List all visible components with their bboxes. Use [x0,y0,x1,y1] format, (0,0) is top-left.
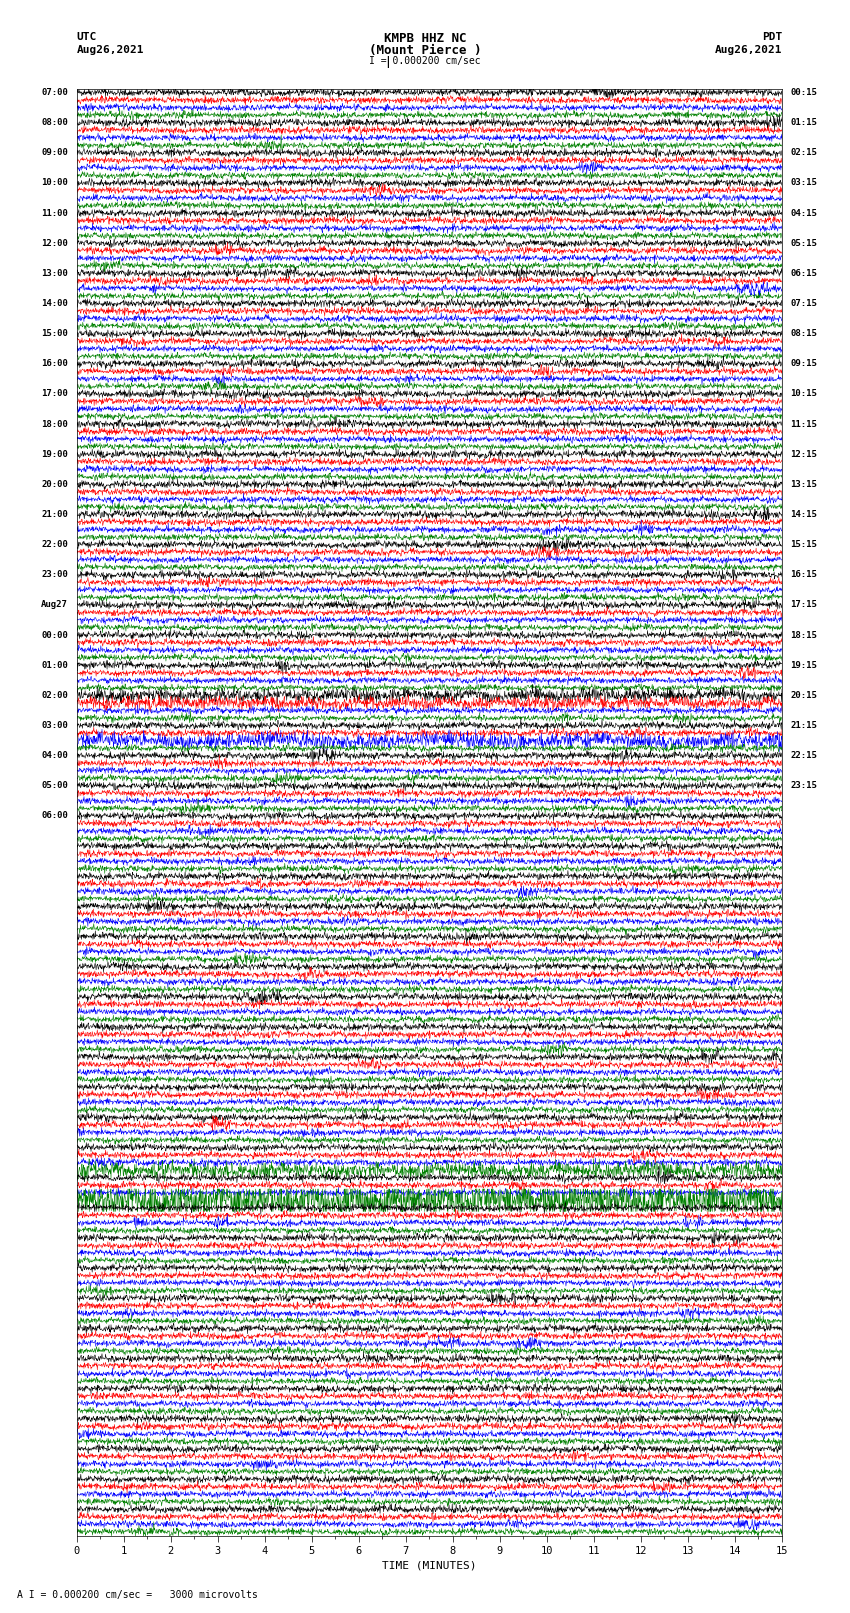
Text: 23:15: 23:15 [790,781,818,790]
Text: 01:00: 01:00 [41,661,68,669]
Text: 07:00: 07:00 [41,89,68,97]
Text: 05:15: 05:15 [790,239,818,248]
Text: I = 0.000200 cm/sec: I = 0.000200 cm/sec [369,56,481,66]
Text: 00:15: 00:15 [790,89,818,97]
Text: 12:00: 12:00 [41,239,68,248]
Text: PDT: PDT [762,32,782,42]
Text: 09:00: 09:00 [41,148,68,158]
Text: 04:15: 04:15 [790,208,818,218]
Text: 06:00: 06:00 [41,811,68,821]
Text: 17:00: 17:00 [41,389,68,398]
Text: 14:00: 14:00 [41,298,68,308]
Text: 10:00: 10:00 [41,179,68,187]
Text: 12:15: 12:15 [790,450,818,458]
Text: 18:00: 18:00 [41,419,68,429]
Text: 02:00: 02:00 [41,690,68,700]
Text: (Mount Pierce ): (Mount Pierce ) [369,44,481,56]
Text: 22:00: 22:00 [41,540,68,548]
Text: 00:00: 00:00 [41,631,68,640]
Text: 08:15: 08:15 [790,329,818,339]
Text: 05:00: 05:00 [41,781,68,790]
Text: 06:15: 06:15 [790,269,818,277]
Text: 03:15: 03:15 [790,179,818,187]
Text: 11:00: 11:00 [41,208,68,218]
Text: 15:15: 15:15 [790,540,818,548]
Text: 13:00: 13:00 [41,269,68,277]
Text: 13:15: 13:15 [790,479,818,489]
Text: Aug27: Aug27 [41,600,68,610]
Text: 20:00: 20:00 [41,479,68,489]
Text: 23:00: 23:00 [41,571,68,579]
Text: 14:15: 14:15 [790,510,818,519]
X-axis label: TIME (MINUTES): TIME (MINUTES) [382,1560,477,1569]
Text: 10:15: 10:15 [790,389,818,398]
Text: A I = 0.000200 cm/sec =   3000 microvolts: A I = 0.000200 cm/sec = 3000 microvolts [17,1590,258,1600]
Text: 04:00: 04:00 [41,752,68,760]
Text: KMPB HHZ NC: KMPB HHZ NC [383,32,467,45]
Text: UTC: UTC [76,32,97,42]
Text: 19:00: 19:00 [41,450,68,458]
Text: Aug26,2021: Aug26,2021 [715,45,782,55]
Text: 21:15: 21:15 [790,721,818,731]
Text: 15:00: 15:00 [41,329,68,339]
Text: 16:15: 16:15 [790,571,818,579]
Text: 16:00: 16:00 [41,360,68,368]
Text: 18:15: 18:15 [790,631,818,640]
Text: 19:15: 19:15 [790,661,818,669]
Text: 20:15: 20:15 [790,690,818,700]
Text: 02:15: 02:15 [790,148,818,158]
Text: 11:15: 11:15 [790,419,818,429]
Text: 01:15: 01:15 [790,118,818,127]
Text: 22:15: 22:15 [790,752,818,760]
Text: 07:15: 07:15 [790,298,818,308]
Text: 03:00: 03:00 [41,721,68,731]
Text: 09:15: 09:15 [790,360,818,368]
Text: 17:15: 17:15 [790,600,818,610]
Text: Aug26,2021: Aug26,2021 [76,45,144,55]
Text: 08:00: 08:00 [41,118,68,127]
Text: 21:00: 21:00 [41,510,68,519]
